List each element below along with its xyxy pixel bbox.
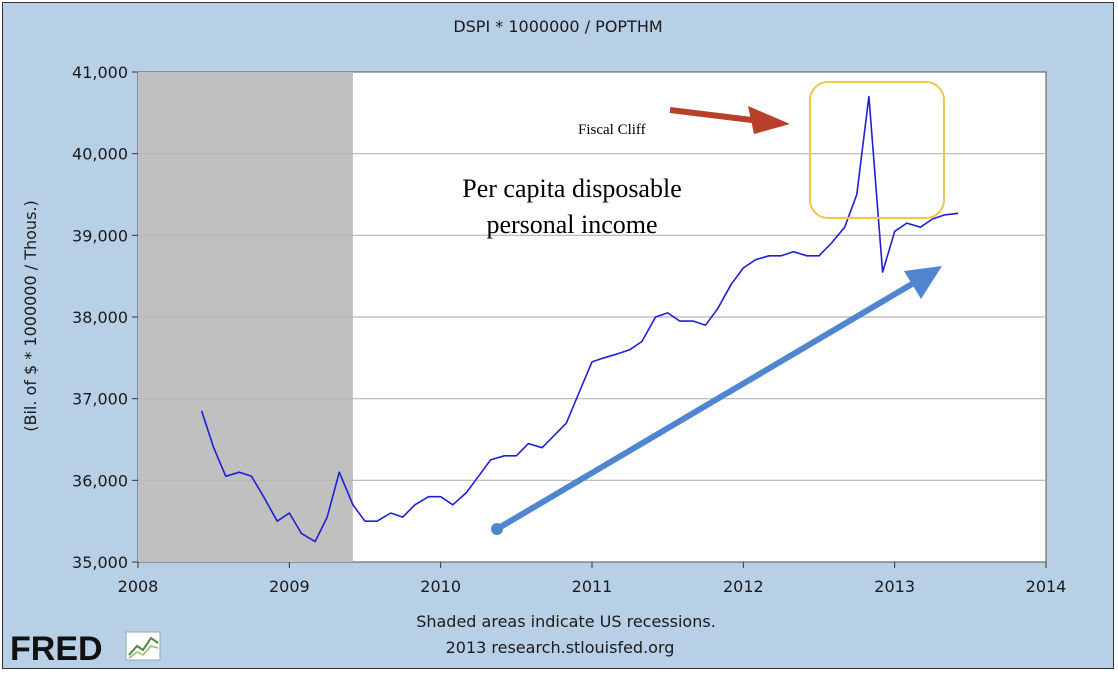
y-axis: 35,000 36,000 37,000 38,000 39,000 40,000 41,0… [72,63,138,572]
y-axis-label: (Bil. of $ * 1000000 / Thous.) [21,200,40,431]
footer-source: 2013 research.stlouisfed.org [446,638,675,657]
x-tick-label: 2010 [420,577,461,596]
x-tick-label: 2009 [269,577,310,596]
fiscal-cliff-arrow [669,106,790,134]
fiscal-cliff-label: Fiscal Cliff [578,122,646,138]
x-axis: 2008 2009 2010 2011 2012 2013 2014 [118,562,1067,596]
y-tick-label: 36,000 [72,471,128,490]
trend-arrow [491,266,942,535]
x-tick-label: 2008 [118,577,159,596]
footer-recession-note: Shaded areas indicate US recessions. [416,612,716,631]
fred-logo: FRED [10,630,161,668]
y-tick-label: 38,000 [72,308,128,327]
y-tick-label: 39,000 [72,226,128,245]
income-label-line2: personal income [486,210,657,239]
fred-chart-icon [125,631,161,661]
x-tick-label: 2012 [723,577,764,596]
x-tick-label: 2011 [572,577,613,596]
fiscal-cliff-highlight-box [809,81,945,219]
y-tick-label: 40,000 [72,145,128,164]
gridlines [138,153,1046,481]
fred-logo-text: FRED [10,630,103,668]
x-tick-label: 2014 [1026,577,1067,596]
series-line [200,95,959,543]
income-label-line1: Per capita disposable [462,174,682,203]
x-tick-label: 2013 [874,577,915,596]
y-tick-label: 41,000 [72,63,128,82]
y-tick-label: 37,000 [72,390,128,409]
chart-title: DSPI * 1000000 / POPTHM [453,17,662,36]
y-tick-label: 35,000 [72,553,128,572]
